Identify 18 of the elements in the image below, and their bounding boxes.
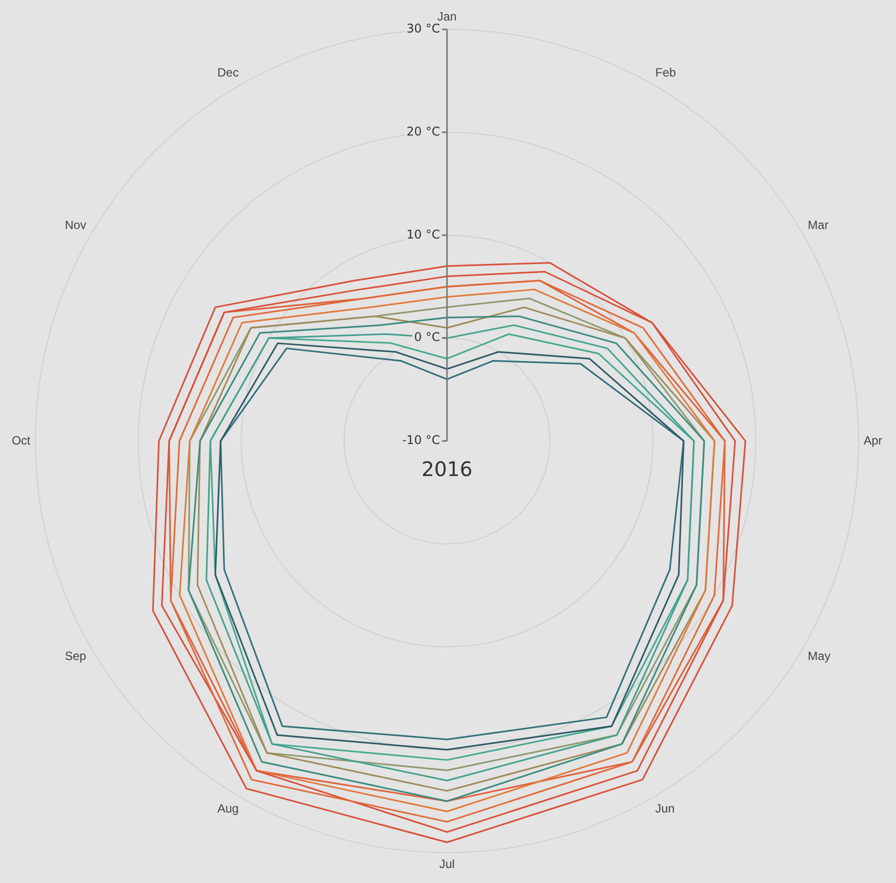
spoke-label: Jul: [439, 857, 455, 872]
spoke-label: Apr: [864, 433, 882, 448]
spoke-label: May: [808, 648, 830, 663]
spoke-label: Feb: [655, 65, 676, 80]
spoke-label: Nov: [64, 218, 86, 232]
text: 2016: [422, 457, 472, 482]
y-tick-label: 0 °C: [414, 330, 440, 344]
y-tick-label: 10 °C: [406, 227, 440, 242]
spoke-label: Mar: [808, 218, 828, 232]
y-tick-label: 30 °C: [406, 22, 440, 36]
spoke-label: Oct: [12, 433, 32, 448]
spoke-label: Aug: [217, 801, 239, 816]
spoke-label: Jan: [437, 10, 457, 24]
spoke-label: Sep: [64, 648, 87, 663]
y-tick-label: 20 °C: [406, 124, 440, 138]
spoke-label: Jun: [655, 801, 675, 816]
spoke-label: Dec: [217, 65, 239, 80]
y-tick-label: -10 °C: [402, 433, 440, 448]
